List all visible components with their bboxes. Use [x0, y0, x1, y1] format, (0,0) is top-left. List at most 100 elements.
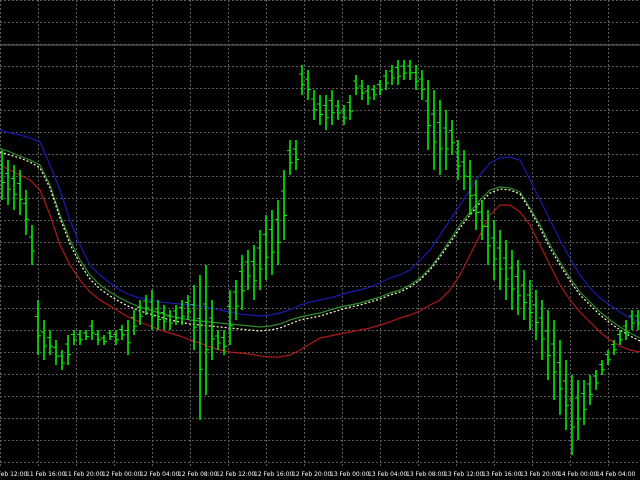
x-tick-label: 13 Feb 08:00 — [406, 471, 446, 478]
price-bar — [305, 70, 311, 100]
price-bar — [575, 380, 581, 440]
price-bar — [377, 80, 383, 95]
price-bar — [389, 65, 395, 85]
x-tick-label: 13 Feb 16:00 — [482, 471, 522, 478]
price-bar — [89, 320, 95, 340]
price-bar — [137, 300, 143, 325]
price-bar — [107, 330, 113, 340]
price-bar — [605, 350, 611, 365]
price-bar — [197, 275, 203, 420]
price-bar — [335, 100, 341, 120]
price-bar — [419, 70, 425, 100]
price-bar — [203, 265, 209, 395]
price-bar — [563, 360, 569, 430]
moving-average-lines — [0, 129, 640, 358]
price-bar — [17, 170, 23, 215]
x-tick-label: 12 Feb 12:00 — [216, 471, 256, 478]
price-bar — [365, 85, 371, 105]
price-bar — [521, 270, 527, 320]
price-bar — [353, 75, 359, 95]
price-bar — [611, 340, 617, 355]
price-bar — [407, 60, 413, 80]
price-bar — [299, 65, 305, 95]
price-bar — [0, 150, 5, 200]
x-tick-label: 12 Feb 00:00 — [102, 471, 142, 478]
x-tick-label: 11 Feb 16:00 — [26, 471, 66, 478]
price-bar — [173, 305, 179, 325]
x-tick-label: 12 Feb 20:00 — [292, 471, 332, 478]
x-tick-label: 12 Feb 04:00 — [140, 471, 180, 478]
price-bars — [0, 60, 640, 455]
price-bar — [263, 215, 269, 280]
price-bar — [551, 320, 557, 400]
price-bar — [65, 335, 71, 365]
price-bar — [623, 320, 629, 340]
price-bar — [281, 170, 287, 240]
price-bar — [473, 180, 479, 230]
price-bar — [125, 320, 131, 355]
price-bar — [251, 245, 257, 300]
price-bar — [209, 300, 215, 360]
ma-line-4 — [0, 164, 640, 358]
price-bar — [29, 225, 35, 265]
price-bar — [47, 330, 53, 355]
ma-line-3 — [0, 151, 640, 342]
price-bar — [143, 295, 149, 315]
price-bar — [437, 100, 443, 175]
price-bar — [431, 90, 437, 170]
price-bar — [533, 290, 539, 340]
price-bar — [461, 150, 467, 190]
price-bar — [347, 95, 353, 120]
price-bar — [227, 290, 233, 345]
price-bar — [449, 120, 455, 155]
price-bar — [401, 60, 407, 80]
price-bar — [581, 380, 587, 425]
price-bar — [35, 300, 41, 355]
price-bar — [239, 255, 245, 310]
price-bar — [491, 220, 497, 280]
price-bar — [371, 85, 377, 100]
x-tick-label: 11 Feb 20:00 — [64, 471, 104, 478]
price-bar — [455, 140, 461, 180]
price-bar — [59, 350, 65, 370]
price-bar — [413, 65, 419, 90]
price-bar — [275, 200, 281, 265]
price-bar — [293, 140, 299, 170]
price-bar — [185, 295, 191, 320]
x-tick-label: 13 Feb 00:00 — [330, 471, 370, 478]
x-tick-label: 11 Feb 12:00 — [0, 471, 28, 478]
price-bar — [233, 280, 239, 320]
price-bar — [599, 360, 605, 375]
price-bar — [101, 335, 107, 345]
ma-line-2 — [0, 147, 640, 339]
price-bar — [221, 330, 227, 355]
price-bar — [71, 330, 77, 345]
price-bar — [53, 340, 59, 365]
price-bar — [11, 165, 17, 210]
price-bar — [359, 80, 365, 100]
price-bar — [257, 230, 263, 290]
price-bar — [161, 305, 167, 330]
price-bar — [287, 140, 293, 175]
price-bar — [587, 375, 593, 405]
x-tick-label: 13 Feb 12:00 — [444, 471, 484, 478]
price-bar — [155, 300, 161, 330]
price-bar — [119, 325, 125, 340]
price-bar — [341, 105, 347, 125]
price-bar — [329, 90, 335, 125]
x-tick-label: 13 Feb 20:00 — [520, 471, 560, 478]
price-bar — [41, 320, 47, 360]
price-bar — [515, 260, 521, 315]
price-bar — [383, 70, 389, 90]
chart-grid — [0, 0, 640, 468]
price-bar — [311, 90, 317, 120]
price-bar — [179, 300, 185, 325]
x-tick-label: 14 Feb 00:00 — [558, 471, 598, 478]
price-bar — [113, 330, 119, 345]
price-bar — [569, 375, 575, 455]
price-bar — [149, 290, 155, 330]
price-bar — [557, 340, 563, 415]
